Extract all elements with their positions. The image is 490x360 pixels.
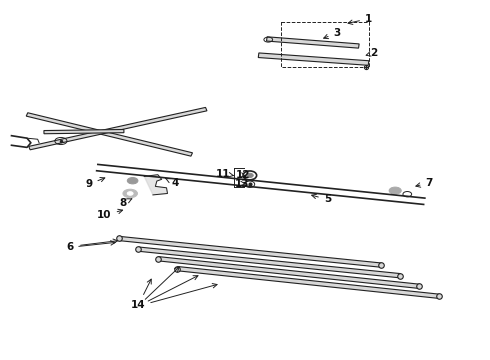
Text: 11: 11 [216, 168, 234, 179]
Polygon shape [26, 113, 193, 156]
Text: 13: 13 [234, 179, 249, 189]
Ellipse shape [127, 192, 133, 195]
Text: 1: 1 [348, 14, 372, 24]
Text: 3: 3 [324, 28, 341, 39]
Polygon shape [138, 247, 400, 278]
Text: 14: 14 [131, 279, 151, 310]
Text: 10: 10 [97, 209, 122, 220]
Text: 8: 8 [119, 198, 132, 208]
Polygon shape [258, 53, 369, 65]
Ellipse shape [246, 173, 253, 177]
Ellipse shape [127, 177, 138, 184]
Ellipse shape [389, 187, 401, 194]
Polygon shape [157, 257, 420, 288]
Text: 6: 6 [66, 241, 115, 252]
Ellipse shape [123, 189, 138, 198]
Text: 2: 2 [366, 48, 377, 58]
Polygon shape [177, 266, 439, 298]
Polygon shape [267, 37, 359, 48]
Text: 12: 12 [235, 170, 250, 180]
Text: 4: 4 [166, 178, 178, 188]
Polygon shape [44, 130, 124, 134]
Polygon shape [119, 237, 381, 267]
Text: 5: 5 [312, 194, 331, 204]
Text: 7: 7 [416, 178, 433, 188]
Polygon shape [29, 107, 207, 150]
Polygon shape [144, 175, 168, 195]
Text: 9: 9 [85, 177, 105, 189]
